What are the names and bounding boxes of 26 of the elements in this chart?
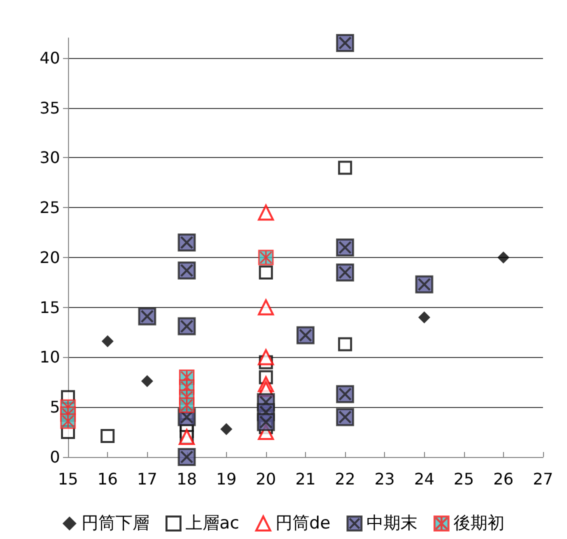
legend-label: 円筒de (275, 514, 331, 534)
legend-label: 円筒下層 (81, 514, 150, 534)
x-tick-label: 23 (374, 470, 395, 488)
y-tick-label: 25 (40, 198, 60, 218)
y-tick-label: 5 (50, 398, 60, 417)
legend-label: 後期初 (454, 514, 505, 534)
x-tick-label: 18 (176, 470, 197, 488)
x-tick-label: 21 (295, 470, 316, 488)
y-tick-label: 20 (40, 248, 60, 267)
y-tick-label: 40 (40, 48, 60, 68)
y-tick-label: 10 (40, 348, 60, 367)
x-tick-label: 19 (216, 470, 237, 488)
y-tick-label: 0 (50, 448, 60, 466)
x-tick-label: 24 (414, 470, 434, 488)
x-tick-label: 27 (532, 470, 554, 488)
x-tick-label: 26 (493, 470, 514, 488)
y-tick-label: 30 (40, 148, 60, 168)
legend-label: 上層ac (185, 514, 240, 534)
y-tick-label: 35 (40, 98, 60, 118)
x-tick-label: 16 (97, 470, 118, 488)
x-tick-label: 22 (334, 470, 356, 488)
x-tick-label: 17 (136, 470, 158, 488)
x-tick-label: 25 (454, 470, 474, 488)
x-tick-label: 20 (256, 470, 276, 488)
legend-label: 中期末 (366, 514, 418, 534)
y-tick-label: 15 (40, 298, 60, 317)
